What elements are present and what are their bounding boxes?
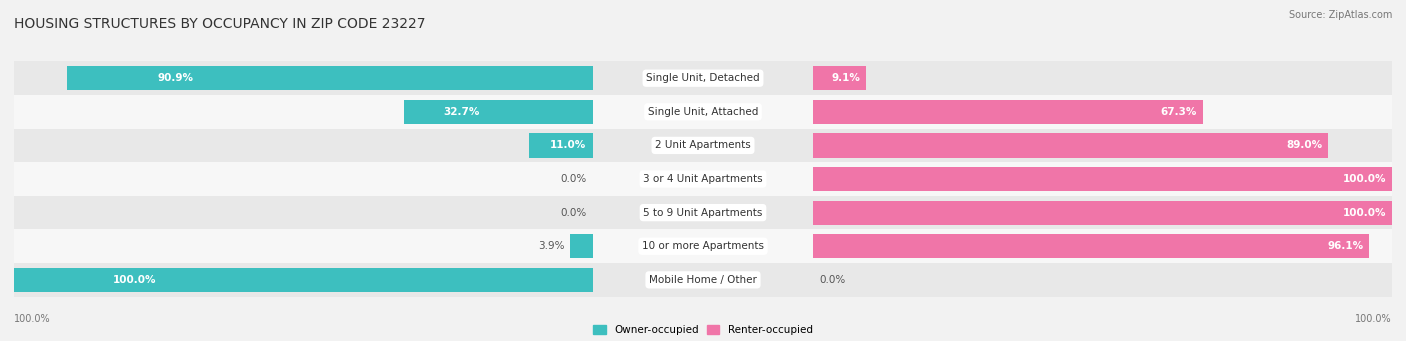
Text: Single Unit, Attached: Single Unit, Attached xyxy=(648,107,758,117)
Bar xyxy=(404,100,593,124)
Text: Source: ZipAtlas.com: Source: ZipAtlas.com xyxy=(1288,10,1392,20)
Bar xyxy=(14,196,593,229)
Bar xyxy=(593,61,813,95)
Bar xyxy=(593,229,813,263)
Text: 96.1%: 96.1% xyxy=(1327,241,1364,251)
Bar xyxy=(593,95,813,129)
Text: 9.1%: 9.1% xyxy=(831,73,860,83)
Bar xyxy=(813,133,1329,158)
Text: 32.7%: 32.7% xyxy=(443,107,479,117)
Text: 2 Unit Apartments: 2 Unit Apartments xyxy=(655,140,751,150)
Text: 100.0%: 100.0% xyxy=(112,275,156,285)
Text: Single Unit, Detached: Single Unit, Detached xyxy=(647,73,759,83)
Text: 10 or more Apartments: 10 or more Apartments xyxy=(643,241,763,251)
Text: 100.0%: 100.0% xyxy=(14,314,51,324)
Bar xyxy=(813,201,1392,225)
Bar xyxy=(14,263,593,297)
Legend: Owner-occupied, Renter-occupied: Owner-occupied, Renter-occupied xyxy=(589,321,817,339)
Text: HOUSING STRUCTURES BY OCCUPANCY IN ZIP CODE 23227: HOUSING STRUCTURES BY OCCUPANCY IN ZIP C… xyxy=(14,17,426,31)
Text: 89.0%: 89.0% xyxy=(1286,140,1323,150)
Bar xyxy=(14,268,593,292)
Bar xyxy=(593,162,813,196)
Bar xyxy=(813,229,1392,263)
Bar xyxy=(813,66,866,90)
Bar xyxy=(593,196,813,229)
Bar xyxy=(14,129,593,162)
Text: 3.9%: 3.9% xyxy=(538,241,564,251)
Text: 90.9%: 90.9% xyxy=(157,73,193,83)
Bar xyxy=(66,66,593,90)
Bar xyxy=(813,95,1392,129)
Bar xyxy=(813,162,1392,196)
Text: 0.0%: 0.0% xyxy=(820,275,845,285)
Text: Mobile Home / Other: Mobile Home / Other xyxy=(650,275,756,285)
Text: 100.0%: 100.0% xyxy=(1343,174,1386,184)
Bar xyxy=(593,129,813,162)
Bar xyxy=(14,61,593,95)
Text: 5 to 9 Unit Apartments: 5 to 9 Unit Apartments xyxy=(644,208,762,218)
Bar xyxy=(813,61,1392,95)
Bar xyxy=(14,162,593,196)
Text: 67.3%: 67.3% xyxy=(1160,107,1197,117)
Bar xyxy=(813,263,1392,297)
Text: 0.0%: 0.0% xyxy=(561,174,586,184)
Text: 11.0%: 11.0% xyxy=(550,140,586,150)
Bar xyxy=(813,234,1369,258)
Text: 3 or 4 Unit Apartments: 3 or 4 Unit Apartments xyxy=(643,174,763,184)
Bar xyxy=(593,263,813,297)
Bar xyxy=(813,196,1392,229)
Text: 100.0%: 100.0% xyxy=(1343,208,1386,218)
Bar xyxy=(14,95,593,129)
Text: 0.0%: 0.0% xyxy=(561,208,586,218)
Bar xyxy=(813,129,1392,162)
Bar xyxy=(813,100,1202,124)
Bar xyxy=(571,234,593,258)
Bar xyxy=(813,167,1392,191)
Bar xyxy=(14,229,593,263)
Bar xyxy=(529,133,593,158)
Text: 100.0%: 100.0% xyxy=(1355,314,1392,324)
